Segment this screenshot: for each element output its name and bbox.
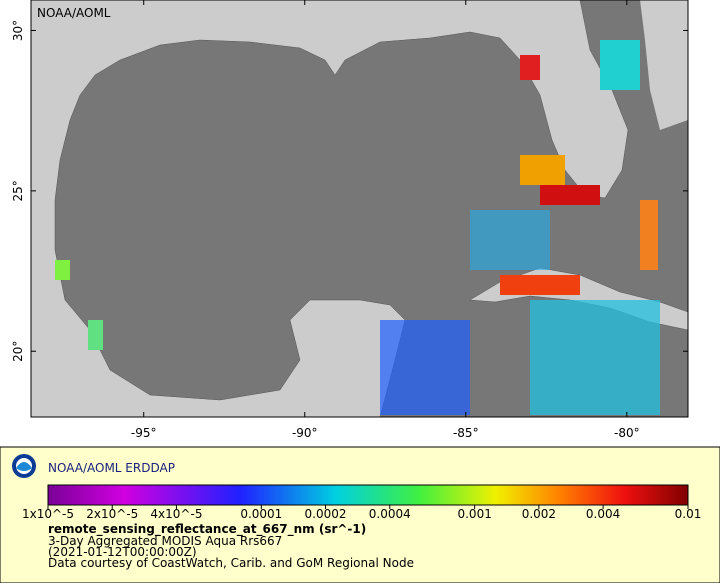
colorbar-tick-label: 2x10^-5: [86, 507, 138, 521]
colorbar-tick-label: 0.0001: [240, 507, 282, 521]
colorbar: [47, 484, 689, 506]
colorbar-tick-label: 0.002: [522, 507, 556, 521]
y-tick-label: 25°: [11, 180, 25, 201]
legend-panel: [0, 446, 720, 584]
x-tick-label: -95°: [131, 426, 157, 440]
colorbar-tick-label: 0.0002: [305, 507, 347, 521]
colorbar-ticks: 1x10^-5 2x10^-5 4x10^-5 0.0001 0.0002 0.0004 0…: [22, 505, 701, 521]
colorbar-tick-label: 4x10^-5: [150, 507, 202, 521]
y-tick-label: 20°: [11, 341, 25, 362]
land: [640, 0, 688, 130]
colorbar-tick-label: 0.004: [586, 507, 620, 521]
colorbar-tick-label: 0.0004: [369, 507, 411, 521]
map-frame: [30, 0, 689, 418]
logo: [16, 462, 32, 471]
variable: remote_sensing_reflectance_at_667_nm (sr…: [48, 522, 366, 537]
x-tick-label: -85°: [453, 426, 479, 440]
colorbar-tick-label: 0.01: [675, 507, 702, 521]
legend-title: NOAA/AOML ERDDAP: [48, 461, 175, 475]
colorbar-tick-label: 1x10^-5: [22, 507, 74, 521]
description: 3-Day Aggregated MODIS Aqua Rrs667: [48, 534, 282, 548]
watermark: NOAA/AOML: [37, 6, 111, 20]
time: (2021-01-12T00:00:00Z): [48, 545, 197, 559]
axes: -95° -90° -85° -80° 20° 25° 30°: [11, 0, 688, 440]
colorbar-tick-label: 0.001: [457, 507, 491, 521]
map: NOAA/AOML: [31, 0, 688, 417]
credit: Data courtesy of CoastWatch, Carib. and …: [48, 556, 414, 570]
chlorophyll-patches: [55, 40, 660, 415]
x-tick-label: -90°: [292, 426, 318, 440]
x-tick-label: -80°: [614, 426, 640, 440]
land: [31, 0, 629, 417]
y-tick-label: 30°: [11, 20, 25, 41]
